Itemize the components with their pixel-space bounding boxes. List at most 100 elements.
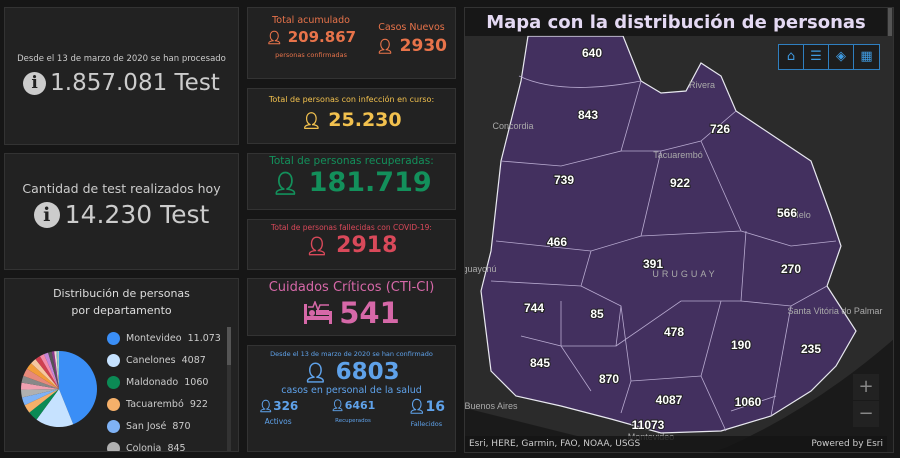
tests-today-panel: Cantidad de test realizados hoy i 14.230… [4,153,239,270]
map-value-label: 870 [599,372,619,386]
person-icon: 👤︎ [375,39,394,55]
map-value-label: 739 [554,173,574,187]
zoom-in-button[interactable]: + [853,374,879,400]
cti-label: Cuidados Críticos (CTI-CI) [268,280,435,295]
pie-slice[interactable] [39,354,59,389]
map-value-label: 566 [777,206,797,220]
legend-name: Tacuarembó [126,398,184,410]
map-value-label: 922 [670,176,690,190]
cti-panel: Cuidados Críticos (CTI-CI) 541 [247,278,456,336]
pie-legend: Montevideo 11.073 Canelones 4087 Maldonado… [107,327,221,452]
map-value-label: 843 [578,108,598,122]
pie-slice[interactable] [54,351,59,389]
legend-item: San José 870 [107,415,221,437]
legend-scrollbar[interactable] [227,327,231,451]
legend-swatch [107,441,120,451]
pie-slice[interactable] [51,351,59,389]
pie-slice[interactable] [29,389,59,420]
pie-slice[interactable] [24,389,59,413]
home-icon[interactable]: ⌂ [779,45,804,69]
pie-slice[interactable] [21,389,60,406]
pie-chart [21,351,97,427]
map-city-label: Melo [791,210,811,220]
legend-swatch [107,353,120,367]
map-value-label: 744 [524,301,544,315]
map-canvas[interactable]: Rivera Concordia Tacuarembó Melo eguaychú URU… [465,8,894,453]
salud-value: 6803 [335,359,400,385]
recuperadas-value: 181.719 [308,167,432,198]
map-value-label: 190 [731,338,751,352]
legend-swatch [107,375,120,389]
fallecidas-value: 2918 [336,233,398,258]
map-city-label: Tacuarembó [653,150,703,160]
pie-slice[interactable] [31,359,59,389]
legend-item: Tacuarembó 922 [107,393,221,415]
pie-slice[interactable] [59,351,97,425]
basemap-gallery-icon[interactable]: ▦ [854,45,879,69]
map-city-label: Buenos Aires [465,401,518,411]
layers-icon[interactable]: ◈ [829,45,854,69]
pie-slice[interactable] [43,352,59,389]
map-city-label: URUGUAY [652,269,717,279]
pie-slice[interactable] [21,375,59,389]
person-icon: 👤︎ [303,362,328,384]
legend-name: San José [126,420,167,432]
map-value-label: 235 [801,342,821,356]
pie-slice[interactable] [58,351,59,389]
salud-stat-activos: 👤︎326 Activos [258,399,299,426]
total-acumulado-label: Total acumulado [272,15,350,26]
total-acumulado-value: 209.867 [287,28,357,46]
pie-slice[interactable] [21,382,59,390]
confirmed-panel: Total acumulado 👤︎ 209.867 personas conf… [247,7,456,79]
map-value-label: 4087 [656,393,683,407]
legend-swatch [107,397,120,411]
legend-value: 870 [172,420,191,432]
distribution-panel: Distribución de personas por departament… [4,278,239,452]
legend-name: Colonia [126,442,162,452]
legend-item: Montevideo 11.073 [107,327,221,349]
map-value-label: 640 [582,46,602,60]
info-icon: i [33,201,60,228]
pie-slice[interactable] [35,356,59,389]
zoom-out-button[interactable]: − [853,401,879,427]
salud-sub: casos en personal de la salud [281,385,422,396]
legend-swatch [107,331,120,345]
map-toolbar: ⌂ ☰ ◈ ▦ [778,44,880,70]
pie-slice[interactable] [36,389,74,427]
powered-by-esri[interactable]: Powered by Esri [811,439,883,449]
legend-item: Maldonado 1060 [107,371,221,393]
legend-value: 4087 [181,354,206,366]
pie-slice[interactable] [56,351,59,389]
tests-total-value: 1.857.081 Test [50,70,220,96]
person-icon: 👤︎ [301,111,322,130]
tests-today-caption: Cantidad de test realizados hoy [22,181,221,196]
legend-name: Maldonado [126,376,179,388]
salud-caption: Desde el 13 de marzo de 2020 se han conf… [270,350,433,358]
map-value-label: 85 [590,307,604,321]
map-scrollbar[interactable] [888,8,892,36]
map-value-label: 11073 [632,418,665,432]
map-value-label: 270 [781,262,801,276]
map-value-label: 1060 [735,395,762,409]
map-panel[interactable]: Rivera Concordia Tacuarembó Melo eguaychú URU… [464,7,894,453]
pie-slice[interactable] [21,389,59,398]
legend-name: Canelones [126,354,176,366]
pie-slice[interactable] [23,368,59,389]
legend-name: Montevideo [126,332,182,344]
recuperadas-panel: Total de personas recuperadas: 👤︎ 181.71… [247,153,456,210]
tests-total-caption: Desde el 13 de marzo de 2020 se han proc… [17,54,226,64]
casos-nuevos-label: Casos Nuevos [378,22,445,33]
cti-value: 541 [339,296,400,330]
person-icon: 👤︎ [266,31,283,46]
map-value-label: 478 [664,325,684,339]
en-curso-panel: Total de personas con infección en curso… [247,88,456,144]
person-icon: 👤︎ [305,236,329,257]
salud-stat-fallecidos: 👤︎16 Fallecidos [407,399,445,428]
distribution-title: Distribución de personas por departament… [53,287,190,317]
total-acumulado-sub: personas confirmadas [275,51,347,59]
pie-slice[interactable] [48,351,59,389]
tests-today-value: 14.230 Test [64,200,210,229]
pie-slice[interactable] [26,363,59,389]
map-attribution: Esri, HERE, Garmin, FAO, NOAA, USGS Power… [465,436,887,452]
legend-icon[interactable]: ☰ [804,45,829,69]
